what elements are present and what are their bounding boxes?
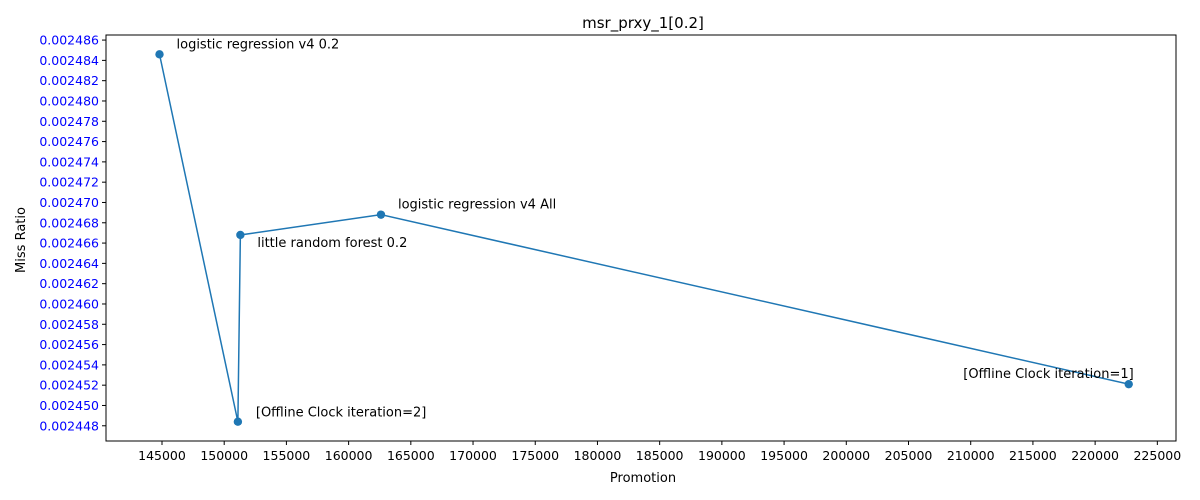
annotations: logistic regression v4 0.2 [Offline Clock… (177, 37, 1134, 420)
y-tick-label: 0.002480 (39, 93, 99, 108)
y-axis: 0.002448 0.002450 0.002452 0.002454 0.002456… (39, 33, 106, 433)
y-tick-label: 0.002470 (39, 195, 99, 210)
y-tick-label: 0.002456 (39, 337, 99, 352)
x-tick-label: 205000 (885, 448, 933, 463)
chart-title: msr_prxy_1[0.2] (582, 14, 704, 33)
y-tick-label: 0.002482 (39, 73, 99, 88)
y-tick-label: 0.002452 (39, 378, 99, 393)
x-tick-label: 215000 (1009, 448, 1057, 463)
y-tick-label: 0.002484 (39, 53, 99, 68)
point-annotation: logistic regression v4 All (398, 198, 556, 213)
y-tick-label: 0.002468 (39, 215, 99, 230)
x-tick-label: 195000 (760, 448, 808, 463)
x-axis: 145000 150000 155000 160000 165000 170000 1750… (138, 441, 1181, 463)
data-point (236, 230, 245, 240)
x-tick-label: 160000 (325, 448, 373, 463)
y-tick-label: 0.002448 (39, 418, 99, 433)
data-point (376, 210, 386, 219)
y-tick-label: 0.002476 (39, 134, 99, 149)
x-tick-label: 185000 (636, 448, 684, 463)
y-tick-label: 0.002466 (39, 236, 99, 251)
data-point (233, 417, 243, 426)
y-axis-label: Miss Ratio (14, 207, 29, 273)
x-tick-label: 150000 (200, 448, 248, 463)
x-tick-label: 200000 (822, 448, 870, 463)
y-tick-label: 0.002454 (39, 357, 99, 372)
x-tick-label: 165000 (387, 448, 435, 463)
x-tick-label: 175000 (511, 448, 559, 463)
plot-frame (105, 34, 1177, 442)
point-annotation: [Offline Clock iteration=2] (256, 406, 426, 421)
x-tick-label: 180000 (574, 448, 622, 463)
y-tick-label: 0.002462 (39, 276, 99, 291)
x-tick-label: 225000 (1133, 448, 1181, 463)
y-tick-label: 0.002486 (39, 33, 99, 48)
y-tick-label: 0.002474 (39, 154, 99, 169)
x-tick-label: 210000 (947, 448, 995, 463)
point-annotation: little random forest 0.2 (257, 236, 407, 251)
series-group (155, 50, 1133, 426)
y-tick-label: 0.002458 (39, 317, 99, 332)
x-tick-label: 155000 (263, 448, 311, 463)
x-tick-label: 190000 (698, 448, 746, 463)
data-point (155, 50, 164, 59)
y-tick-label: 0.002472 (39, 175, 99, 190)
point-annotation: [Offline Clock iteration=1] (963, 367, 1133, 382)
y-tick-label: 0.002478 (39, 114, 99, 129)
y-tick-label: 0.002464 (39, 256, 99, 271)
data-point (1124, 379, 1133, 389)
x-tick-label: 145000 (138, 448, 186, 463)
y-tick-label: 0.002450 (39, 398, 99, 413)
x-axis-label: Promotion (610, 471, 676, 486)
x-tick-label: 220000 (1071, 448, 1119, 463)
point-annotation: logistic regression v4 0.2 (177, 37, 340, 52)
x-tick-label: 170000 (449, 448, 497, 463)
y-tick-label: 0.002460 (39, 296, 99, 311)
